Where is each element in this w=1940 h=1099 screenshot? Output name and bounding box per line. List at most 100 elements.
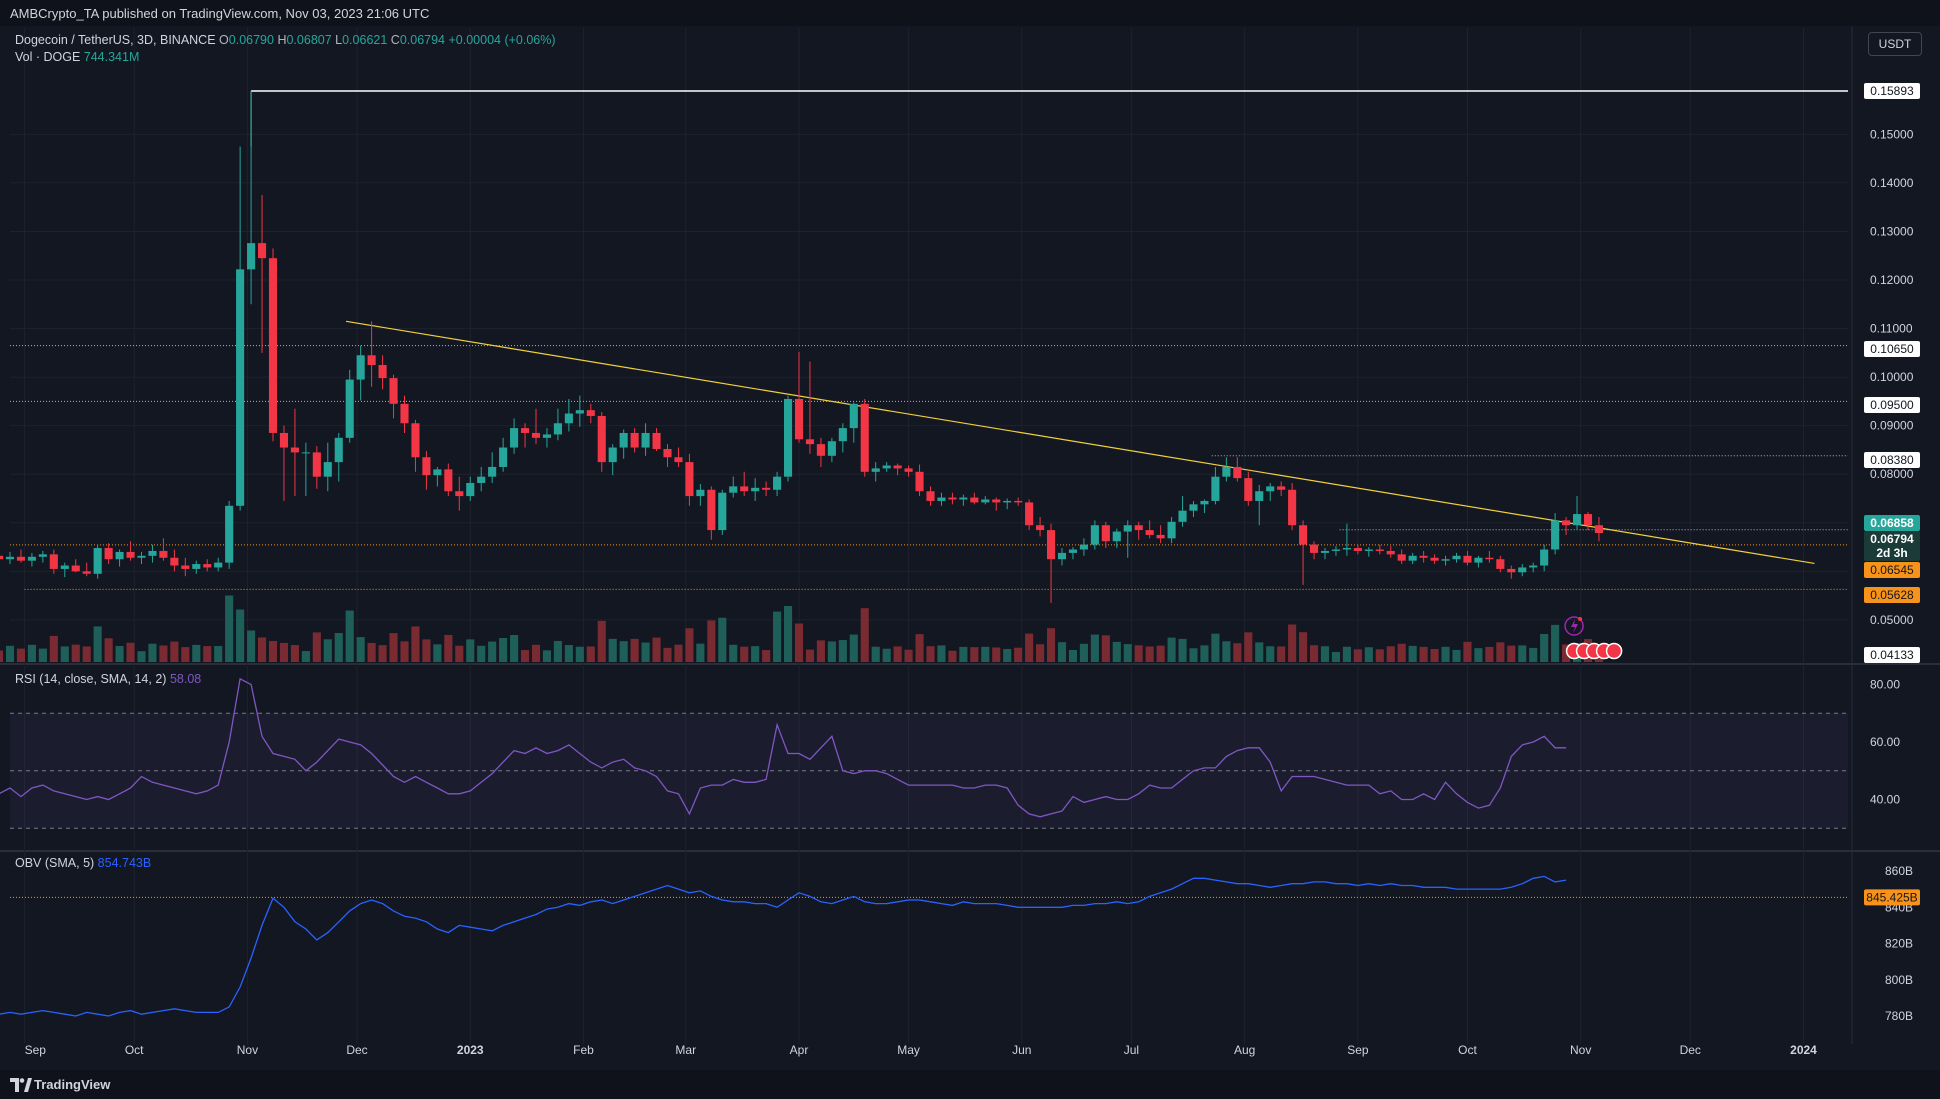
volume-bar [82, 646, 91, 662]
candle-body [948, 497, 957, 500]
x-tick-label: Sep [1347, 1043, 1369, 1057]
volume-bar [1342, 646, 1351, 662]
tradingview-brand[interactable]: TradingView [34, 1077, 111, 1092]
candle-body [1255, 491, 1264, 501]
candle-body [1441, 559, 1450, 561]
volume-bar [1178, 638, 1187, 662]
volume-bar [1309, 645, 1319, 662]
volume-bar [959, 646, 968, 662]
volume-bar [1496, 642, 1505, 662]
candle-body [16, 556, 26, 561]
candle-body [49, 554, 58, 569]
candle-body [1353, 548, 1362, 551]
volume-bar [1090, 634, 1099, 662]
candle-body [257, 243, 267, 259]
volume-bar [915, 634, 924, 662]
candle-body [290, 447, 299, 453]
volume-bar [1320, 646, 1330, 662]
volume-bar [882, 648, 891, 662]
volume-bar [1375, 649, 1384, 662]
price-label-box [1864, 545, 1920, 561]
x-tick-label: Mar [675, 1043, 696, 1057]
price-tick-label: 0.05000 [1870, 613, 1914, 627]
volume-bar [948, 650, 957, 662]
volume-bar [1266, 646, 1275, 662]
obv-name[interactable]: OBV (SMA, 5) [15, 856, 95, 870]
volume-bar [1397, 643, 1406, 662]
candle-body [1222, 466, 1231, 477]
currency-button[interactable]: USDT [1868, 32, 1922, 56]
candle-body [663, 448, 672, 458]
candle-body [794, 398, 804, 440]
obv-legend: OBV (SMA, 5) 854.743B [15, 856, 151, 870]
candle-body [1288, 489, 1297, 526]
volume-bar [630, 638, 639, 662]
volume-bar [970, 647, 979, 662]
volume-bar [1068, 649, 1078, 662]
candle-body [1342, 548, 1351, 550]
volume-bar [5, 645, 15, 662]
candle-body [433, 469, 442, 476]
candle-body [378, 364, 387, 379]
symbol-label[interactable]: Dogecoin / TetherUS, 3D, BINANCE [15, 33, 216, 47]
candle-body [1299, 525, 1308, 545]
volume-bar [1222, 641, 1231, 662]
candle-body [148, 550, 157, 556]
volume-bar [214, 646, 223, 662]
volume-bar [1331, 651, 1341, 662]
candle-body [60, 565, 69, 569]
candle-body [104, 548, 113, 560]
volume-bar [444, 634, 453, 662]
price-tick-label: 0.09000 [1870, 419, 1914, 433]
chart-background [0, 26, 1940, 1070]
volume-bar [619, 641, 628, 662]
volume-bar [411, 626, 420, 662]
candle-body [159, 550, 168, 558]
candle-body [904, 468, 913, 472]
obv-tick-label: 780B [1885, 1009, 1913, 1023]
candle-body [1463, 555, 1472, 563]
volume-bar [115, 646, 124, 662]
candle-body [1452, 555, 1461, 560]
volume-bar [466, 639, 475, 662]
price-label-text: 0.06794 [1870, 532, 1914, 546]
volume-bar [893, 646, 902, 662]
volume-bar [1507, 645, 1516, 662]
candle-body [236, 269, 245, 506]
volume-bar [247, 630, 256, 662]
candle-body [1189, 504, 1198, 511]
volume-bar [1463, 641, 1472, 662]
volume-bar [367, 642, 376, 662]
volume-bar [93, 626, 102, 662]
volume-bar [1167, 637, 1176, 662]
volume-bar [1003, 648, 1012, 662]
candle-body [334, 437, 343, 463]
volume-bar [1441, 646, 1450, 662]
rsi-tick-label: 40.00 [1870, 793, 1900, 807]
notification-dot [1578, 617, 1583, 621]
chart-canvas[interactable]: Sep Oct Nov Dec 2023 Feb Mar Apr May Jun Jul Aug Sep… [0, 26, 1940, 1070]
x-tick-label: Oct [125, 1043, 144, 1057]
candle-body [827, 441, 836, 456]
volume-bar [1551, 624, 1560, 662]
candle-body [356, 355, 365, 380]
candle-body [751, 487, 760, 492]
volume-bar [268, 641, 278, 662]
volume-bar [1364, 647, 1373, 662]
price-label-box [1864, 515, 1920, 531]
candle-body [367, 355, 376, 365]
volume-bar [1562, 644, 1571, 662]
volume-bar [170, 641, 179, 662]
volume-bar [1025, 633, 1034, 662]
volume-bar [400, 641, 409, 662]
candle-body [619, 432, 628, 448]
close-value: 0.06794 [399, 33, 445, 47]
candle-body [170, 557, 179, 566]
lightning-icon [1564, 616, 1584, 636]
volume-bar [1529, 647, 1538, 662]
rsi-name[interactable]: RSI (14, close, SMA, 14, 2) [15, 672, 167, 686]
volume-bar [1386, 646, 1395, 662]
volume-name[interactable]: Vol · DOGE [15, 50, 81, 64]
candle-body [1200, 500, 1209, 505]
x-tick-label: Dec [346, 1043, 367, 1057]
